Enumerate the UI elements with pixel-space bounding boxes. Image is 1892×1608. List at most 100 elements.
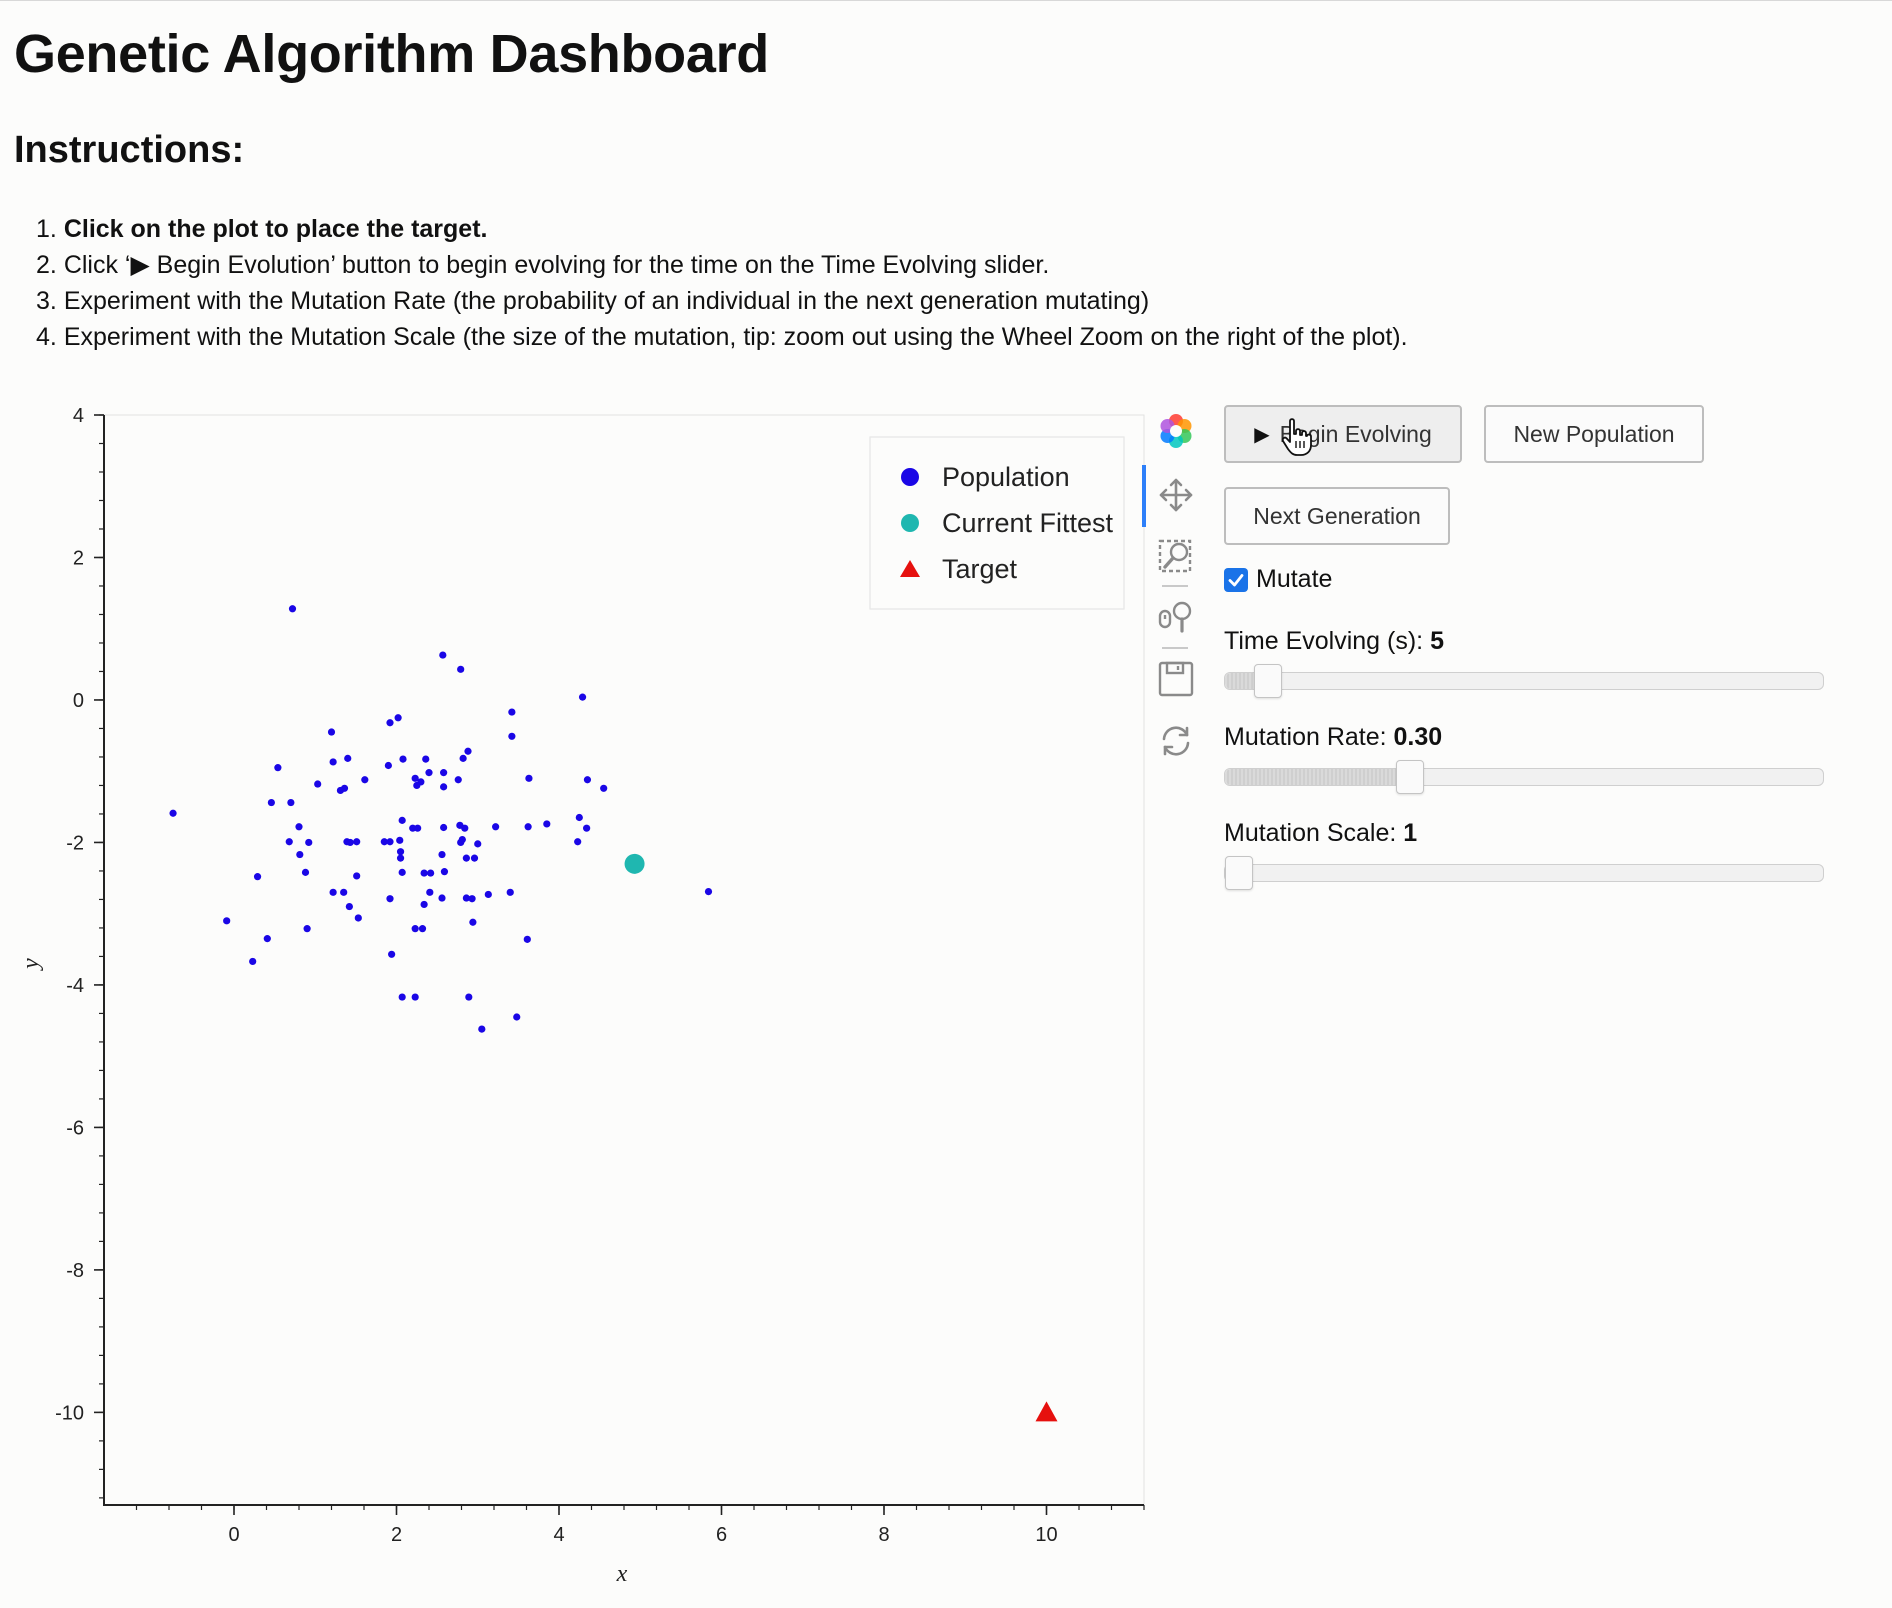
instruction-number: 1. — [36, 215, 57, 243]
instructions-list: 1. Click on the plot to place the target… — [36, 211, 1408, 355]
begin-evolving-button[interactable]: ▶ Begin Evolving — [1224, 405, 1462, 463]
population-point — [492, 823, 500, 831]
reset-icon[interactable] — [1156, 721, 1196, 761]
scatter-plot[interactable]: 0 2 4 6 8 10 4 2 0 -2 -4 -6 -8 -10 x y Population Current… — [0, 401, 1150, 1601]
plot-toolbar — [1142, 405, 1206, 785]
population-point — [253, 873, 262, 881]
mutate-checkbox[interactable] — [1224, 567, 1248, 592]
slider-label-text: Time Evolving (s): — [1224, 627, 1431, 655]
population-point — [329, 758, 337, 766]
population-point — [457, 838, 465, 847]
population-point — [327, 728, 336, 736]
instructions-heading: Instructions: — [14, 129, 245, 171]
slider-handle[interactable] — [1396, 760, 1424, 794]
population-point — [425, 769, 433, 777]
x-tick-label: 8 — [878, 1524, 889, 1546]
x-axis-label: x — [616, 1561, 628, 1587]
population-point — [462, 894, 470, 902]
population-point — [420, 900, 428, 909]
population-point — [461, 824, 469, 832]
population-point — [354, 914, 362, 922]
mutation-rate-label: Mutation Rate: 0.30 — [1224, 723, 1442, 752]
mutate-label: Mutate — [1256, 565, 1333, 593]
population-point — [296, 850, 304, 859]
toolbar-separator — [1162, 585, 1188, 587]
mutate-checkbox-row[interactable]: Mutate — [1224, 565, 1332, 594]
slider-handle[interactable] — [1225, 856, 1253, 890]
checkmark-icon — [1228, 573, 1244, 586]
instruction-item: 2. Click ‘▶ Begin Evolution’ button to b… — [36, 247, 1408, 283]
pan-icon[interactable] — [1156, 475, 1196, 515]
mutation-rate-slider[interactable] — [1224, 760, 1824, 794]
active-tool-indicator — [1142, 465, 1146, 527]
population-point — [418, 925, 427, 933]
instruction-number: 2. — [36, 251, 57, 279]
box-zoom-icon[interactable] — [1156, 537, 1196, 577]
population-point — [525, 774, 533, 782]
population-point — [474, 840, 482, 848]
mutation-scale-slider[interactable] — [1224, 856, 1824, 890]
population-point — [411, 774, 419, 782]
new-population-button[interactable]: New Population — [1484, 405, 1704, 463]
time-evolving-slider[interactable] — [1224, 664, 1824, 698]
bokeh-logo-icon[interactable] — [1156, 411, 1196, 451]
instruction-item: 1. Click on the plot to place the target… — [36, 211, 1408, 247]
population-point — [263, 935, 271, 943]
population-point — [314, 780, 322, 788]
population-point — [427, 869, 435, 877]
population-point — [513, 1013, 521, 1021]
play-icon: ▶ — [1254, 423, 1270, 446]
fittest-marker — [624, 853, 645, 874]
population-point — [523, 935, 531, 943]
y-tick-label: 0 — [73, 690, 84, 712]
population-point — [344, 754, 352, 762]
population-point — [353, 838, 361, 846]
save-icon[interactable] — [1156, 659, 1196, 699]
population-point — [704, 888, 713, 896]
population-point — [285, 838, 293, 846]
population-point — [524, 823, 532, 831]
population-point — [388, 950, 396, 958]
instruction-number: 4. — [36, 323, 57, 351]
page-title: Genetic Algorithm Dashboard — [14, 24, 769, 84]
population-point — [305, 838, 313, 847]
population-point — [394, 714, 402, 722]
y-tick-label: 2 — [73, 547, 84, 569]
population-point — [574, 838, 582, 846]
slider-value: 5 — [1430, 627, 1444, 655]
population-point — [440, 769, 448, 777]
legend-entry-label: Current Fittest — [942, 508, 1114, 538]
wheel-zoom-icon[interactable] — [1156, 597, 1196, 637]
instruction-number: 3. — [36, 287, 57, 315]
slider-handle[interactable] — [1253, 664, 1282, 698]
population-point — [426, 888, 434, 896]
population-point — [288, 605, 297, 613]
population-point — [249, 957, 257, 966]
population-point — [454, 776, 462, 784]
population-point — [380, 838, 388, 846]
slider-label-text: Mutation Scale: — [1224, 819, 1404, 847]
population-point — [396, 848, 405, 856]
population-point — [438, 850, 446, 859]
population-point — [398, 993, 406, 1001]
population-point — [329, 888, 337, 896]
population-point — [575, 813, 583, 822]
population-point — [506, 888, 514, 896]
population-point — [287, 798, 295, 807]
y-tick-label: -8 — [66, 1260, 84, 1282]
mutation-scale-label: Mutation Scale: 1 — [1224, 819, 1417, 848]
population-point — [223, 917, 231, 925]
y-tick-label: 4 — [73, 405, 84, 427]
population-point — [386, 895, 394, 903]
population-point — [600, 784, 608, 792]
y-tick-label: -6 — [66, 1117, 84, 1139]
legend-entry-label: Population — [942, 462, 1070, 492]
y-tick-label: -4 — [66, 975, 84, 997]
next-generation-button[interactable]: Next Generation — [1224, 487, 1450, 545]
population-point — [462, 854, 470, 862]
population-point — [543, 820, 551, 828]
population-point — [420, 869, 428, 877]
population-point — [398, 868, 406, 876]
population-point — [440, 783, 448, 791]
instruction-text: Click on the plot to place the target. — [63, 215, 488, 243]
